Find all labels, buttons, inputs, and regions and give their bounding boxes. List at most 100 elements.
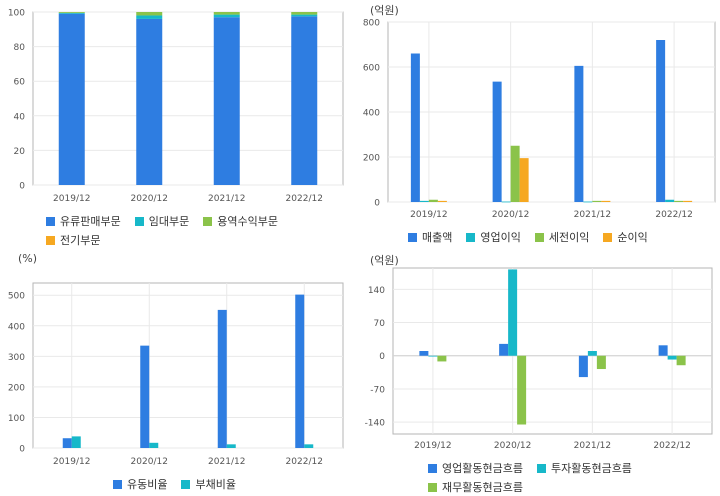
- y-tick-label: 140: [368, 286, 385, 296]
- legend-label: 순이익: [617, 231, 648, 244]
- legend-swatch: [428, 463, 437, 473]
- legend-swatch: [113, 479, 122, 489]
- bar: [136, 12, 163, 16]
- y-tick-label: 200: [8, 383, 25, 393]
- bar: [578, 355, 588, 378]
- legend-item: 매출액: [408, 229, 452, 245]
- legend-label: 용역수익부문: [217, 215, 278, 228]
- legend-label: 임대부문: [148, 215, 190, 228]
- bar: [62, 438, 72, 448]
- x-tick-label: 2020/12: [131, 457, 168, 467]
- legend-item: 영업활동현금흐름: [428, 460, 523, 476]
- bar: [658, 345, 668, 356]
- y-tick-label: -70: [370, 385, 385, 395]
- legend-label: 매출액: [422, 231, 453, 244]
- legend-item: 영업이익: [466, 229, 521, 245]
- chart-cashflow: (억원) -140 -70 0 70 140 2019/12 2020/12 2021/12 2…: [360, 248, 720, 496]
- bar: [419, 351, 429, 356]
- legend-item: 임대부문: [134, 213, 190, 229]
- bar: [437, 200, 447, 202]
- bar: [217, 309, 227, 448]
- legend-label: 전기부문: [60, 234, 101, 247]
- legend-swatch: [203, 216, 213, 226]
- legend-swatch: [46, 216, 55, 226]
- y-tick-label: 600: [363, 64, 380, 74]
- bar: [58, 12, 85, 13]
- y-tick-label: 60: [14, 78, 26, 88]
- bar: [226, 444, 236, 448]
- y-tick-label: 800: [363, 19, 380, 29]
- legend-label: 재무활동현금흐름: [442, 481, 523, 494]
- legend-label: 부채비율: [195, 478, 236, 491]
- y-tick-label: 100: [8, 9, 25, 19]
- bar: [213, 17, 240, 185]
- legend-item: 세전이익: [534, 229, 590, 245]
- bar: [213, 14, 240, 18]
- x-tick-label: 2019/12: [410, 210, 447, 220]
- legend-swatch: [603, 232, 613, 242]
- y-tick-label: 100: [8, 414, 25, 424]
- legend-swatch: [181, 479, 191, 489]
- y-tick-label: 20: [14, 147, 26, 157]
- bar: [291, 14, 318, 17]
- y-tick-label: 70: [374, 319, 386, 329]
- bar: [656, 40, 666, 202]
- y-tick-label: 400: [8, 322, 25, 332]
- x-tick-label: 2022/12: [286, 457, 323, 467]
- legend-label: 영업이익: [480, 231, 521, 244]
- chart-plot: 0 100 200 300 400 500 2019/12 2020/12 2021/12 202…: [8, 282, 344, 467]
- bar: [501, 201, 511, 203]
- bar: [574, 65, 584, 202]
- legend-item: 순이익: [603, 229, 648, 245]
- x-tick-label: 2022/12: [286, 194, 323, 204]
- chart-ratios: (%) 0 100 200 300 400 500 2019/12 2020/12 2021/1…: [0, 248, 360, 496]
- legend-swatch: [466, 232, 476, 242]
- legend-item: 투자활동현금흐름: [536, 460, 632, 476]
- x-tick-label: 2021/12: [574, 210, 611, 220]
- y-tick-label: 0: [19, 182, 25, 192]
- bar: [519, 158, 529, 202]
- bar: [492, 81, 502, 202]
- bar: [58, 12, 85, 14]
- y-tick-label: 40: [14, 112, 26, 122]
- chart-profit: (억원) 0 200 400 600 800 2019/12 2020/12 2021/12 2…: [360, 0, 720, 248]
- x-tick-label: 2021/12: [208, 457, 245, 467]
- chart-plot: 0 200 400 600 800 2019/12 2020/12 2021/12 2022/1…: [363, 19, 716, 220]
- legend-item: 유류판매부문: [46, 213, 121, 229]
- bar: [596, 355, 606, 370]
- y-tick-label: 0: [19, 445, 25, 455]
- legend-label: 유류판매부문: [60, 215, 121, 228]
- legend-swatch: [46, 235, 55, 245]
- bar: [295, 294, 305, 448]
- bar: [410, 53, 420, 202]
- y-tick-label: 200: [363, 154, 380, 164]
- bar: [291, 12, 318, 15]
- y-tick-label: 0: [379, 352, 385, 362]
- x-tick-label: 2020/12: [492, 210, 529, 220]
- legend-item: 유동비율: [113, 476, 167, 492]
- bar: [517, 355, 527, 425]
- x-tick-label: 2022/12: [655, 210, 692, 220]
- chart-legend: 유동비율 부채비율: [113, 476, 353, 492]
- bar: [667, 355, 677, 360]
- legend-swatch: [408, 232, 417, 242]
- x-tick-label: 2020/12: [494, 441, 531, 451]
- bar: [304, 444, 314, 448]
- bar: [508, 269, 518, 356]
- legend-swatch: [534, 232, 544, 242]
- legend-label: 투자활동현금흐름: [550, 462, 632, 475]
- y-tick-label: 400: [363, 109, 380, 119]
- legend-label: 유동비율: [127, 478, 168, 491]
- bar: [674, 200, 684, 202]
- legend-label: 영업활동현금흐름: [442, 462, 523, 475]
- bar: [291, 16, 318, 186]
- legend-item: 재무활동현금흐름: [428, 479, 523, 495]
- chart-plot: 0 20 40 60 80 100 2019/12 2020/12 2021/12 2022/12: [8, 9, 344, 204]
- y-tick-label: 300: [8, 353, 25, 363]
- legend-label: 세전이익: [548, 231, 590, 244]
- legend-swatch: [134, 216, 144, 226]
- bar: [140, 345, 150, 448]
- bar: [213, 12, 240, 15]
